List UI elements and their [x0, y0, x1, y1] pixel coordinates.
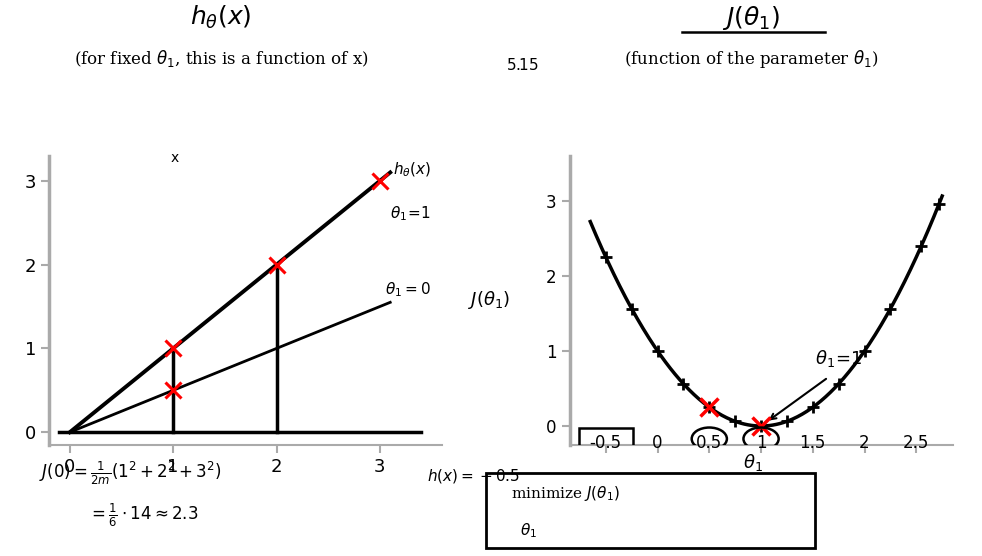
Text: $= \frac{1}{6} \cdot 14 \approx 2.3$: $= \frac{1}{6} \cdot 14 \approx 2.3$	[88, 502, 198, 529]
Text: $\theta_1 = 0$: $\theta_1 = 0$	[385, 280, 431, 299]
Text: x: x	[171, 151, 180, 165]
Text: 1: 1	[756, 434, 766, 451]
Text: (for fixed $\theta_1$, this is a function of x): (for fixed $\theta_1$, this is a functio…	[74, 48, 368, 69]
Text: 1.5: 1.5	[799, 434, 826, 451]
Text: $J(0) = \frac{1}{2m}(1^2+2^2+3^2)$: $J(0) = \frac{1}{2m}(1^2+2^2+3^2)$	[39, 460, 222, 487]
Text: 2: 2	[859, 434, 870, 451]
Text: $J(\theta_1)$: $J(\theta_1)$	[468, 289, 511, 311]
Text: $\theta_1$: $\theta_1$	[520, 521, 537, 539]
Text: -0.5: -0.5	[590, 434, 622, 451]
Text: 2.5: 2.5	[903, 434, 930, 451]
Text: $5.\!\!15$: $5.\!\!15$	[506, 57, 538, 72]
Text: $h(x)= -0.5$: $h(x)= -0.5$	[427, 468, 520, 485]
Text: $J(\theta_1)$: $J(\theta_1)$	[722, 4, 781, 32]
Text: $\theta_1$: $\theta_1$	[742, 451, 763, 473]
Text: minimize $J(\theta_1)$: minimize $J(\theta_1)$	[511, 484, 620, 503]
Text: $h_\theta(x)$: $h_\theta(x)$	[191, 4, 251, 31]
Text: $\theta_1\!=\!1$: $\theta_1\!=\!1$	[815, 349, 862, 369]
Text: 0.5: 0.5	[696, 434, 723, 451]
Text: (function of the parameter $\theta_1$): (function of the parameter $\theta_1$)	[625, 48, 878, 70]
Text: $\theta_1\!=\!1$: $\theta_1\!=\!1$	[390, 205, 431, 223]
Text: $h_\theta(x)$: $h_\theta(x)$	[394, 161, 431, 179]
Text: 0: 0	[652, 434, 663, 451]
